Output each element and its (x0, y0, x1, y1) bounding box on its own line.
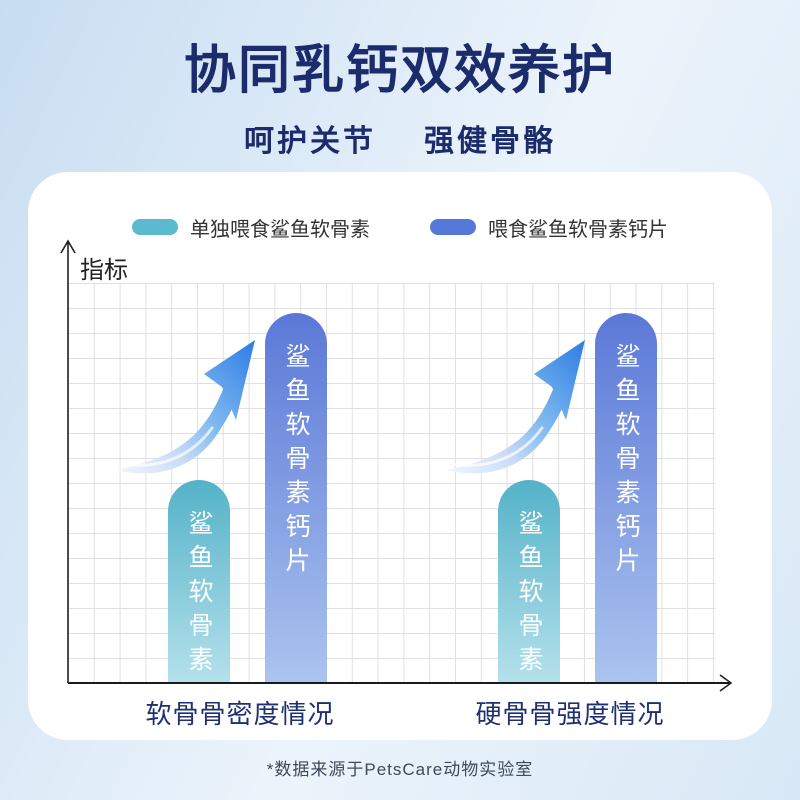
legend-item-chondroitin-calcium: 喂食鲨鱼软骨素钙片 (430, 213, 668, 242)
bar-chondroitin-only-group1: 鲨鱼软骨素 (168, 479, 230, 683)
legend-swatch-blue (430, 219, 476, 235)
bar-label: 鲨鱼软骨素钙片 (612, 343, 640, 581)
bar-label: 鲨鱼软骨素 (515, 509, 543, 680)
x-axis-arrowhead-icon (719, 674, 733, 692)
bar-label: 鲨鱼软骨素钙片 (282, 343, 310, 581)
y-axis-arrowhead-icon (60, 239, 76, 254)
subtitle-left: 呵护关节 (244, 125, 376, 158)
legend-item-chondroitin-only: 单独喂食鲨鱼软骨素 (132, 213, 370, 242)
legend-label: 喂食鲨鱼软骨素钙片 (488, 218, 668, 241)
page-title: 协同乳钙双效养护 (183, 42, 616, 100)
data-source-note: *数据来源于PetsCare动物实验室 (266, 760, 534, 779)
legend-label: 单独喂食鲨鱼软骨素 (190, 218, 370, 241)
subtitle-right: 强健骨骼 (424, 125, 556, 158)
page-subtitle: 呵护关节 强健骨骼 (0, 116, 800, 160)
bar-chondroitin-calcium-group1: 鲨鱼软骨素钙片 (265, 313, 327, 683)
chart-legend: 单独喂食鲨鱼软骨素 喂食鲨鱼软骨素钙片 (28, 212, 772, 242)
bar-label: 鲨鱼软骨素 (185, 509, 213, 680)
y-axis-label: 指标 (80, 257, 128, 284)
category-label-cartilage-density: 软骨骨密度情况 (145, 699, 335, 729)
category-label-bone-strength: 硬骨骨强度情况 (475, 699, 665, 729)
bar-chondroitin-only-group2: 鲨鱼软骨素 (498, 479, 560, 683)
legend-swatch-teal (132, 219, 178, 235)
chart-card: 单独喂食鲨鱼软骨素 喂食鲨鱼软骨素钙片 指标 鲨鱼软骨素 鲨鱼软骨素钙片 鲨鱼软… (28, 172, 772, 740)
bar-chondroitin-calcium-group2: 鲨鱼软骨素钙片 (595, 313, 657, 683)
